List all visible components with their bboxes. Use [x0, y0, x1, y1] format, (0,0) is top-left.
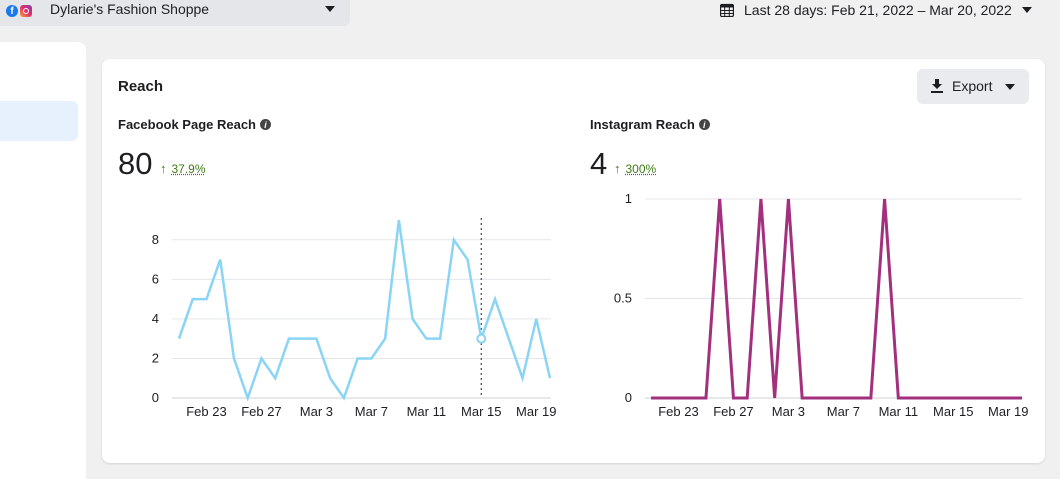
account-name: Dylarie's Fashion Shoppe [50, 1, 210, 17]
left-nav-panel [0, 42, 86, 479]
export-button[interactable]: Export [917, 69, 1029, 104]
caret-down-icon [325, 6, 335, 12]
card-title: Reach [118, 78, 164, 95]
date-range-label: Last 28 days: Feb 21, 2022 – Mar 20, 202… [744, 2, 1012, 18]
date-range-picker[interactable]: Last 28 days: Feb 21, 2022 – Mar 20, 202… [720, 0, 1032, 20]
instagram-reach-title-text: Instagram Reach [590, 117, 695, 132]
arrow-up-icon: ↑ [614, 161, 621, 176]
info-icon[interactable]: i [260, 119, 271, 130]
facebook-reach-title-text: Facebook Page Reach [118, 117, 256, 132]
caret-down-icon [1021, 7, 1032, 13]
nav-item-selected[interactable] [0, 101, 78, 141]
facebook-change-value[interactable]: 37.9% [171, 161, 206, 176]
facebook-reach-title: Facebook Page Reach i [118, 117, 271, 132]
instagram-change-value[interactable]: 300% [625, 161, 657, 176]
account-icons: f [2, 2, 36, 24]
instagram-reach-total: 4 [590, 146, 608, 181]
reach-card: Reach Export Facebook Page Reach i 80 ↑ … [102, 59, 1045, 463]
arrow-up-icon: ↑ [160, 161, 167, 176]
info-icon[interactable]: i [698, 119, 710, 130]
export-label: Export [952, 78, 993, 94]
download-icon [931, 79, 943, 93]
account-switcher[interactable]: f Dylarie's Fashion Shoppe [0, 0, 350, 26]
instagram-icon [20, 5, 32, 17]
instagram-reach-change: ↑ 300% [614, 161, 656, 176]
facebook-reach-change: ↑ 37.9% [160, 161, 206, 176]
caret-down-icon [1005, 84, 1015, 90]
facebook-icon: f [6, 5, 18, 17]
calendar-icon [720, 3, 734, 17]
facebook-reach-total: 80 [118, 146, 153, 181]
instagram-reach-title: Instagram Reach i [590, 117, 710, 132]
